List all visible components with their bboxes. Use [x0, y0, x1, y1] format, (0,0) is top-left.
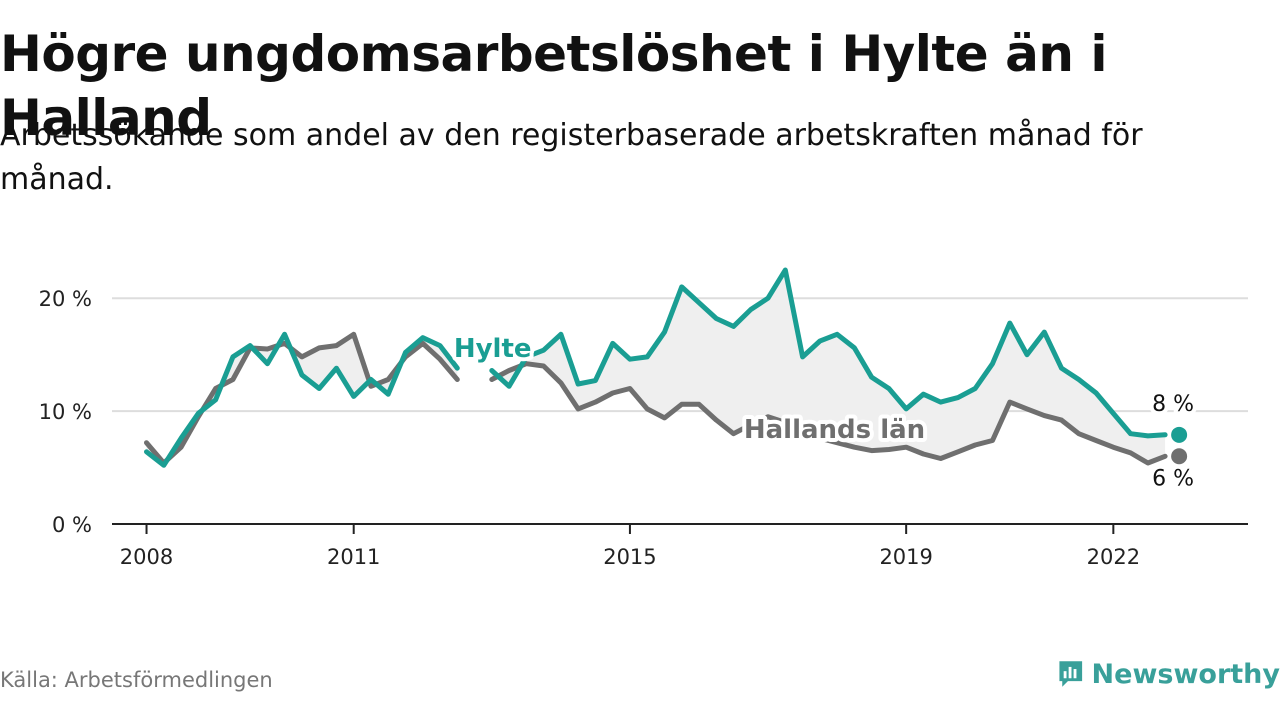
series-label-hylte: Hylte: [454, 334, 532, 364]
gap-area-fill: [146, 270, 1166, 466]
y-tick-label: 0 %: [52, 513, 92, 537]
x-tick-label: 2022: [1087, 545, 1140, 569]
end-label-hylte-halo: 8 %: [1152, 392, 1194, 417]
source-note: Källa: Arbetsförmedlingen: [0, 668, 273, 692]
y-tick-label: 10 %: [39, 400, 92, 424]
series-label-halland-halo: Hallands län: [744, 415, 925, 445]
chart-bubble-icon: [1059, 661, 1083, 687]
series-label-hylte-halo: Hylte: [454, 334, 532, 364]
endpoint-hylte: [1171, 426, 1188, 443]
chart-title: Högre ungdomsarbetslöshet i Hylte än i H…: [0, 25, 1108, 147]
end-label-halland-halo: 6 %: [1152, 467, 1194, 492]
series-label-halland: Hallands län: [744, 415, 925, 445]
end-label-hylte: 8 %: [1152, 392, 1194, 417]
x-tick-label: 2015: [603, 545, 656, 569]
chart-subtitle: Arbetssökande som andel av den registerb…: [0, 118, 1143, 197]
y-tick-label: 20 %: [39, 287, 92, 311]
series-line-hylte: [144, 267, 1168, 468]
x-tick-label: 2019: [879, 545, 932, 569]
end-label-halland: 6 %: [1152, 467, 1194, 492]
series-layer: [144, 267, 1188, 468]
newsworthy-logo[interactable]: Newsworthy: [1058, 654, 1280, 694]
endpoint-halland: [1171, 448, 1188, 465]
x-tick-label: 2011: [327, 545, 380, 569]
brand-name: Newsworthy: [1091, 658, 1280, 690]
axes: 0 % 10 % 20 % 2008 2011 2015 2019 2022: [39, 287, 1248, 569]
x-tick-label: 2008: [120, 545, 173, 569]
